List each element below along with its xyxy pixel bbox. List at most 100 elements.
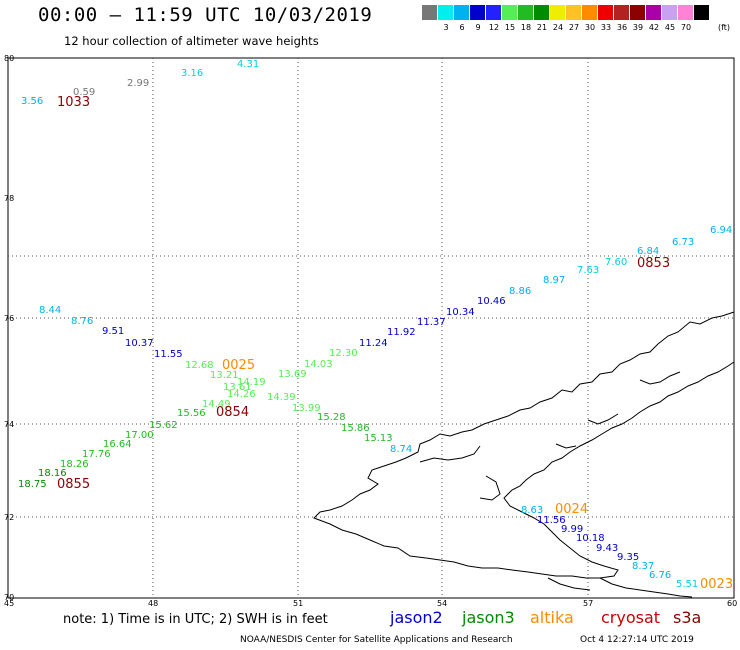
wave-height-reading: 10.18	[576, 533, 605, 544]
legend-label: 21	[536, 23, 548, 32]
wave-height-reading: 11.55	[154, 349, 183, 360]
legend-label: 42	[648, 23, 660, 32]
legend-swatch	[598, 5, 614, 20]
legend-label: 27	[568, 23, 580, 32]
legend-label: 9	[475, 23, 481, 32]
legend-swatch	[678, 5, 694, 20]
legend-label: 30	[584, 23, 596, 32]
wave-height-reading: 8.37	[632, 561, 654, 572]
pass-time-labels: 1033 0025 0854 0855 0853 0024 0023	[57, 95, 733, 592]
pass-time-label: 0023	[700, 577, 733, 592]
wave-height-reading: 13.21	[210, 370, 239, 381]
wave-height-reading: 6.94	[710, 225, 732, 236]
y-axis-label: 78	[4, 194, 14, 203]
pass-time-label: 0853	[637, 256, 670, 271]
legend-label: 3	[443, 23, 449, 32]
legend-swatch	[694, 5, 710, 20]
timestamp-text: Oct 4 12:27:14 UTC 2019	[580, 635, 694, 645]
legend-sat-jason3: jason3	[462, 608, 515, 627]
legend-label: 36	[616, 23, 628, 32]
legend-swatch	[630, 5, 646, 20]
pass-time-label: 0854	[216, 405, 249, 420]
legend-sat-cryosat: cryosat	[601, 608, 661, 627]
wave-height-reading: 14.39	[267, 392, 296, 403]
legend-label: 45	[664, 23, 676, 32]
x-axis-label: 45	[4, 599, 14, 608]
wave-height-reading: 9.51	[102, 326, 124, 337]
wave-height-reading: 11.24	[359, 338, 388, 349]
wave-height-reading: 15.56	[177, 408, 206, 419]
wave-height-reading: 8.76	[71, 316, 93, 327]
x-axis-label: 51	[293, 599, 303, 608]
pass-time-label: 0855	[57, 477, 90, 492]
legend-sat-s3a: s3a	[673, 608, 702, 627]
wave-height-reading: 18.26	[60, 459, 89, 470]
wave-height-reading: 7.63	[577, 265, 599, 276]
legend-label: 24	[552, 23, 564, 32]
y-axis-label: 76	[4, 314, 14, 323]
wave-height-reading: 2.99	[127, 78, 149, 89]
wave-height-reading: 7.60	[605, 257, 627, 268]
legend-swatch	[470, 5, 486, 20]
wave-height-reading: 10.46	[477, 296, 506, 307]
y-axis-label: 80	[4, 54, 14, 63]
legend-swatch	[422, 5, 438, 20]
wave-height-reading: 15.86	[341, 423, 370, 434]
legend-label: 33	[600, 23, 612, 32]
legend-swatch	[646, 5, 662, 20]
wave-height-reading: 15.13	[364, 433, 393, 444]
wave-height-reading: 10.34	[446, 307, 475, 318]
legend-swatch	[486, 5, 502, 20]
legend-sat-altika: altika	[530, 608, 574, 627]
wave-height-reading: 8.63	[521, 505, 543, 516]
x-axis-label: 54	[437, 599, 447, 608]
legend-swatch	[454, 5, 470, 20]
wave-height-reading: 13.61	[223, 382, 252, 393]
wave-height-reading: 9.99	[561, 524, 583, 535]
legend-label: 39	[632, 23, 644, 32]
legend-label: 12	[488, 23, 500, 32]
x-axis-label: 57	[583, 599, 593, 608]
wave-height-reading: 14.19	[237, 377, 266, 388]
wave-height-reading: 9.43	[596, 543, 618, 554]
wave-height-reading: 16.64	[103, 439, 132, 450]
legend-label: 70	[680, 23, 692, 32]
legend-swatch	[518, 5, 534, 20]
legend-sat-jason2: jason2	[390, 608, 443, 627]
legend-labels: 3 6 9 12 15 18 21 24 27 30 33 36 39 42 45 70	[422, 23, 710, 32]
wave-height-points: 3.560.592.993.164.318.448.769.5110.3711.…	[18, 59, 732, 590]
page-subtitle: 12 hour collection of altimeter wave hei…	[64, 34, 319, 48]
pass-time-label: 1033	[57, 95, 90, 110]
legend-swatch	[566, 5, 582, 20]
y-axis-label: 72	[4, 513, 14, 522]
pass-time-label: 0024	[555, 502, 588, 517]
wave-height-reading: 8.74	[390, 444, 412, 455]
legend-swatch	[534, 5, 550, 20]
wave-height-reading: 14.26	[227, 389, 256, 400]
wave-height-reading: 12.68	[185, 360, 214, 371]
wave-height-reading: 18.16	[38, 468, 67, 479]
wave-height-reading: 12.30	[329, 348, 358, 359]
credit-text: NOAA/NESDIS Center for Satellite Applica…	[240, 635, 513, 645]
wave-height-reading: 8.97	[543, 275, 565, 286]
lat-lon-grid	[8, 58, 734, 598]
map-frame	[7, 57, 735, 599]
wave-height-reading: 15.28	[317, 412, 346, 423]
wave-height-reading: 6.84	[637, 246, 659, 257]
wave-height-reading: 4.31	[237, 59, 259, 70]
wave-height-reading: 15.62	[149, 420, 178, 431]
color-legend: 3 6 9 12 15 18 21 24 27 30 33 36 39 42 45 70 (ft)	[422, 5, 730, 32]
legend-label: 6	[459, 23, 465, 32]
wave-height-reading: 9.35	[617, 552, 639, 563]
wave-height-reading: 0.59	[73, 87, 95, 98]
wave-height-reading: 3.16	[181, 68, 203, 79]
wave-height-reading: 18.75	[18, 479, 47, 490]
wave-height-reading: 5.51	[676, 579, 698, 590]
pass-time-label: 0025	[222, 358, 255, 373]
wave-height-reading: 11.56	[537, 515, 566, 526]
wave-height-reading: 11.92	[387, 327, 416, 338]
wave-height-reading: 17.76	[82, 449, 111, 460]
legend-swatch	[614, 5, 630, 20]
y-axis-label: 74	[4, 420, 14, 429]
